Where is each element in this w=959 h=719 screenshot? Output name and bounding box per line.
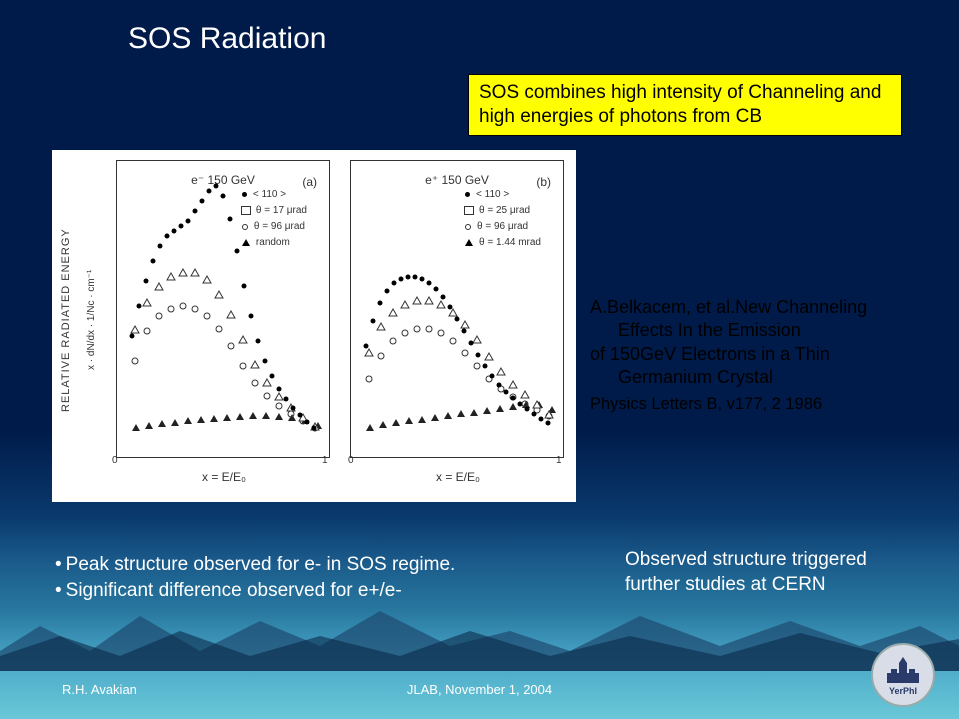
citation-line: of 150GeV Electrons in a Thin — [590, 343, 940, 366]
bullet-list: •Peak structure observed for e- in SOS r… — [55, 552, 455, 603]
bullet-icon: • — [55, 552, 62, 578]
panel-b-xlabel: x = E/E₀ — [436, 470, 480, 484]
chart-panel-a: e⁻ 150 GeV (a) < 110 > θ = 17 μrad θ = 9… — [116, 160, 330, 458]
highlight-box: SOS combines high intensity of Channelin… — [468, 74, 902, 136]
slide-title: SOS Radiation — [128, 22, 326, 56]
panel-a-xlabel: x = E/E₀ — [202, 470, 246, 484]
y-axis-label-energy: RELATIVE RADIATED ENERGY — [60, 190, 72, 450]
citation-line: A.Belkacem, et al.New Channeling — [590, 296, 940, 319]
y-axis-label-formula: x · dN/dx · 1/Nc · cm⁻¹ — [86, 190, 97, 450]
panel-a-data — [117, 161, 331, 459]
chart-panel-b: e⁺ 150 GeV (b) < 110 > θ = 25 μrad θ = 9… — [350, 160, 564, 458]
citation-line: Effects In the Emission — [590, 319, 940, 342]
xtick: 1 — [322, 455, 328, 466]
bullet-text: Peak structure observed for e- in SOS re… — [66, 552, 456, 578]
panel-b-data — [351, 161, 565, 459]
observed-text: Observed structure triggered further stu… — [625, 548, 925, 597]
chart-figure: RELATIVE RADIATED ENERGY x · dN/dx · 1/N… — [52, 150, 576, 502]
footer-author: R.H. Avakian — [62, 682, 137, 697]
footer-venue: JLAB, November 1, 2004 — [407, 682, 552, 697]
citation-line: Germanium Crystal — [590, 366, 940, 389]
citation-journal: Physics Letters B, v177, 2 1986 — [590, 394, 940, 415]
xtick: 0 — [112, 455, 118, 466]
bullet-icon: • — [55, 578, 62, 604]
xtick: 0 — [348, 455, 354, 466]
logo-text: YerPhI — [889, 686, 917, 696]
xtick: 1 — [556, 455, 562, 466]
citation-block: A.Belkacem, et al.New Channeling Effects… — [590, 296, 940, 415]
yerphi-logo: YerPhI — [871, 643, 935, 707]
bullet-text: Significant difference observed for e+/e… — [66, 578, 402, 604]
building-icon — [881, 655, 925, 685]
